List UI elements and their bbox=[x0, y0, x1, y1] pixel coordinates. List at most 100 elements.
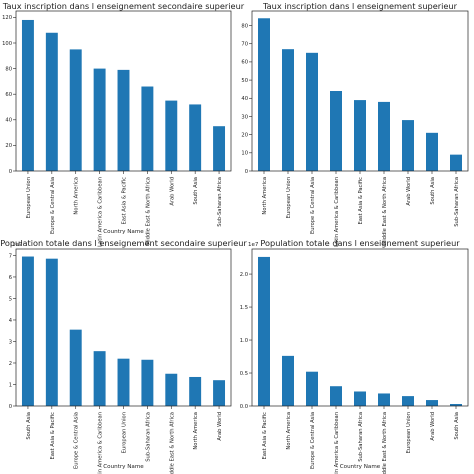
bar bbox=[330, 91, 342, 171]
x-tick-label: European Union bbox=[406, 412, 412, 453]
chart-title: Population totale dans l enseignement su… bbox=[260, 238, 460, 248]
x-tick-label: Sub-Saharan Africa bbox=[454, 177, 460, 227]
x-tick-label: Arab World bbox=[217, 412, 223, 441]
x-tick-label: Middle East & North Africa bbox=[169, 412, 175, 474]
plot-frame bbox=[15, 248, 232, 407]
bar bbox=[258, 18, 270, 171]
x-tick-label: Europe & Central Asia bbox=[310, 412, 316, 469]
y-tick-label: 4 bbox=[9, 318, 13, 324]
x-tick-label: Middle East & North Africa bbox=[145, 177, 151, 245]
x-tick-label: East Asia & Pacific bbox=[358, 177, 364, 225]
x-tick-label: Arab World bbox=[169, 177, 175, 206]
bar bbox=[282, 355, 294, 406]
axis-multiplier: 1e7 bbox=[248, 242, 259, 248]
bar bbox=[45, 258, 58, 406]
x-tick-label: Latin America & Caribbean bbox=[98, 177, 104, 247]
x-axis-label: Country Name bbox=[103, 229, 144, 235]
y-tick-label: 80 bbox=[241, 23, 248, 29]
bar bbox=[165, 100, 178, 171]
x-tick-label: Sub-Saharan Africa bbox=[358, 412, 364, 462]
x-tick-label: Middle East & North Africa bbox=[382, 177, 388, 245]
bar bbox=[45, 32, 58, 172]
y-tick-label: 0 bbox=[9, 404, 12, 410]
y-tick-label: 40 bbox=[5, 118, 12, 124]
x-tick-label: East Asia & Pacific bbox=[122, 177, 128, 225]
y-tick-label: 3 bbox=[9, 339, 12, 345]
x-tick-label: Middle East & North Africa bbox=[382, 412, 388, 474]
plot-frame bbox=[251, 10, 469, 172]
x-tick-label: Sub-Saharan Africa bbox=[217, 177, 223, 227]
y-tick-label: 30 bbox=[241, 114, 248, 120]
x-tick-label: Latin America & Caribbean bbox=[334, 177, 340, 247]
x-tick-label: South Asia bbox=[430, 177, 436, 205]
y-tick-label: 50 bbox=[241, 78, 248, 84]
x-axis-label: Country Name bbox=[103, 464, 144, 470]
y-tick-label: 2.0 bbox=[240, 272, 248, 278]
bar bbox=[93, 351, 106, 406]
x-tick-label: Arab World bbox=[430, 412, 436, 441]
y-tick-label: 40 bbox=[241, 96, 248, 102]
bar bbox=[165, 373, 178, 406]
bar bbox=[402, 120, 414, 171]
bar bbox=[117, 358, 130, 406]
y-tick-label: 7 bbox=[9, 253, 12, 259]
x-tick-label: North America bbox=[286, 412, 292, 450]
y-tick-label: 100 bbox=[2, 41, 12, 47]
bar bbox=[426, 132, 438, 171]
bar bbox=[69, 329, 82, 406]
bar bbox=[378, 393, 390, 406]
x-tick-label: Sub-Saharan Africa bbox=[145, 412, 151, 462]
y-tick-label: 0 bbox=[9, 169, 12, 175]
plot-frame bbox=[15, 10, 232, 172]
y-tick-label: 1 bbox=[9, 382, 12, 388]
chart-panel-3: Population totale dans l enseignement se… bbox=[0, 238, 247, 474]
bar bbox=[306, 371, 318, 406]
bar bbox=[117, 69, 130, 171]
y-tick-label: 120 bbox=[2, 15, 12, 21]
x-tick-label: Europe & Central Asia bbox=[50, 177, 56, 234]
axis-multiplier: 1e7 bbox=[12, 242, 23, 248]
x-tick-label: Europe & Central Asia bbox=[74, 412, 80, 469]
chart-panel-1: Taux inscription dans l enseignement sec… bbox=[2, 1, 245, 247]
bar bbox=[402, 396, 414, 406]
plot-frame bbox=[251, 248, 469, 407]
y-tick-label: 0.5 bbox=[240, 371, 248, 377]
bar bbox=[141, 86, 154, 171]
bar bbox=[330, 386, 342, 406]
y-tick-label: 5 bbox=[9, 296, 12, 302]
bar bbox=[450, 404, 462, 406]
x-tick-label: Latin America & Caribbean bbox=[98, 412, 104, 474]
bar bbox=[258, 256, 270, 406]
bar bbox=[378, 101, 390, 171]
x-tick-label: East Asia & Pacific bbox=[262, 412, 268, 460]
x-tick-label: North America bbox=[262, 177, 268, 215]
y-tick-label: 70 bbox=[241, 42, 248, 48]
x-tick-label: North America bbox=[193, 412, 199, 450]
x-tick-label: European Union bbox=[122, 412, 128, 453]
bar bbox=[69, 49, 82, 171]
y-tick-label: 1.5 bbox=[240, 305, 248, 311]
x-tick-label: South Asia bbox=[26, 412, 32, 440]
x-tick-label: North America bbox=[74, 177, 80, 215]
y-tick-label: 0 bbox=[245, 169, 248, 175]
bar bbox=[426, 400, 438, 406]
y-tick-label: 20 bbox=[241, 132, 248, 138]
y-tick-label: 6 bbox=[9, 275, 12, 281]
x-tick-label: European Union bbox=[286, 177, 292, 218]
chart-title: Population totale dans l enseignement se… bbox=[0, 238, 247, 248]
x-tick-label: Europe & Central Asia bbox=[310, 177, 316, 234]
y-tick-label: 10 bbox=[241, 151, 248, 157]
bar bbox=[21, 19, 34, 172]
x-tick-label: Latin America & Caribbean bbox=[334, 412, 340, 474]
x-axis-label: Country Name bbox=[340, 464, 381, 470]
y-tick-label: 2 bbox=[9, 361, 12, 367]
y-tick-label: 60 bbox=[5, 92, 12, 98]
x-tick-label: South Asia bbox=[193, 177, 199, 205]
bar bbox=[189, 104, 202, 171]
x-tick-label: South Asia bbox=[454, 412, 460, 440]
chart-title: Taux inscription dans l enseignement sup… bbox=[262, 1, 458, 11]
chart-panel-2: Taux inscription dans l enseignement sup… bbox=[241, 1, 469, 247]
bar bbox=[450, 154, 462, 171]
y-tick-label: 60 bbox=[241, 60, 248, 66]
